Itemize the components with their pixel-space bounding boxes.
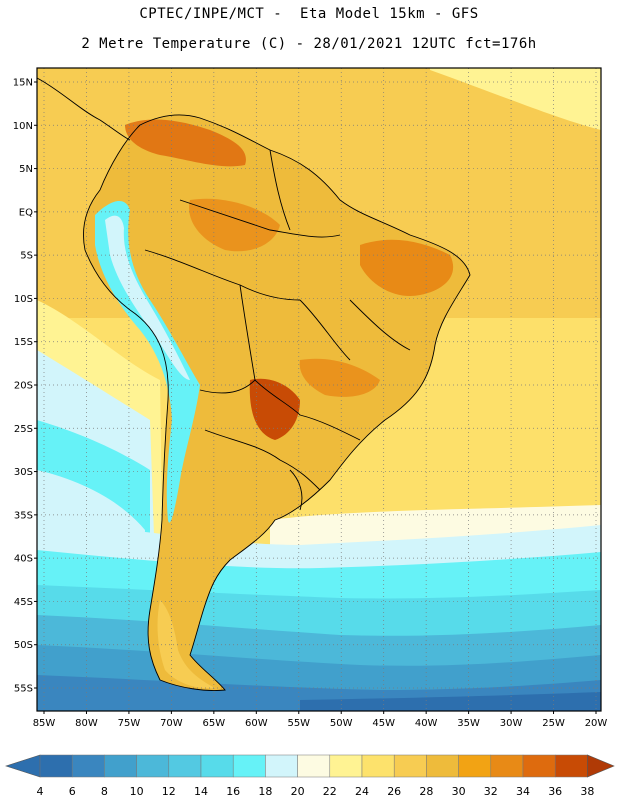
- colorbar-label: 18: [258, 785, 272, 798]
- lon-label: 40W: [415, 718, 438, 729]
- colorbar-swatch: [71, 754, 105, 778]
- colorbar-label: 24: [355, 785, 369, 798]
- colorbar-label: 6: [69, 785, 76, 798]
- lat-label: 20S: [14, 381, 33, 392]
- colorbar-swatch: [329, 754, 363, 778]
- colorbar-label: 34: [516, 785, 530, 798]
- latitude-labels: 15N 10N 5N EQ 5S 10S 15S 20S 25S 30S 35S 40S 45S 50S 5…: [13, 78, 37, 695]
- colorbar-swatch: [490, 754, 524, 778]
- colorbar-swatch: [104, 754, 137, 778]
- lat-label: 10S: [14, 294, 33, 305]
- colorbar-swatch: [232, 754, 266, 778]
- colorbar-label: 16: [226, 785, 240, 798]
- lat-label: 5S: [20, 251, 33, 262]
- colorbar-swatch: [297, 754, 331, 778]
- lon-label: 30W: [500, 718, 523, 729]
- country-borders: [37, 77, 471, 691]
- colorbar-label: 30: [452, 785, 466, 798]
- colorbar-label: 8: [101, 785, 108, 798]
- lon-label: 35W: [457, 718, 480, 729]
- lat-label: EQ: [19, 207, 33, 218]
- map-title: CPTEC/INPE/MCT - Eta Model 15km - GFS: [139, 6, 479, 22]
- lat-label: 50S: [14, 640, 33, 651]
- lon-label: 25W: [542, 718, 565, 729]
- colorbar-swatch: [393, 754, 427, 778]
- map-subtitle: 2 Metre Temperature (C) - 28/01/2021 12U…: [81, 36, 537, 52]
- lon-label: 80W: [75, 718, 98, 729]
- map-frame: [36, 67, 602, 712]
- colorbar-swatch: [200, 754, 234, 778]
- colorbar-swatch: [265, 754, 298, 778]
- lon-label: 45W: [372, 718, 395, 729]
- lat-label: 45S: [14, 597, 33, 608]
- lat-label: 40S: [14, 554, 33, 565]
- lon-label: 75W: [118, 718, 141, 729]
- colorbar-label: 26: [387, 785, 401, 798]
- colorbar-swatch: [522, 754, 556, 778]
- colorbar-label: 32: [484, 785, 498, 798]
- colorbar-swatch: [136, 754, 170, 778]
- lon-label: 20W: [585, 718, 608, 729]
- temperature-field: [37, 68, 601, 711]
- colorbar-swatch: [554, 754, 588, 778]
- lat-label: 55S: [14, 684, 33, 695]
- colorbar-label: 20: [291, 785, 305, 798]
- lat-label: 15N: [13, 78, 33, 89]
- lat-label: 30S: [14, 467, 33, 478]
- longitude-labels: 85W 80W 75W 70W 65W 60W 55W 50W 45W 40W 35W 30W 25W 2…: [33, 711, 608, 729]
- colorbar-label: 12: [162, 785, 176, 798]
- lon-label: 70W: [160, 718, 183, 729]
- lon-label: 65W: [203, 718, 226, 729]
- lat-label: 5N: [19, 164, 33, 175]
- colorbar-swatch: [426, 754, 459, 778]
- colorbar-label: 22: [323, 785, 337, 798]
- lat-label: 35S: [14, 510, 33, 521]
- colorbar-label: 10: [130, 785, 144, 798]
- colorbar-swatch: [39, 754, 73, 778]
- colorbar-swatch: [168, 754, 202, 778]
- lon-label: 50W: [330, 718, 353, 729]
- colorbar-label: 4: [37, 785, 44, 798]
- colorbar-label: 14: [194, 785, 208, 798]
- colorbar-label: 36: [548, 785, 562, 798]
- lat-label: 10N: [13, 121, 33, 132]
- colorbar-swatch: [458, 754, 492, 778]
- lon-label: 85W: [33, 718, 56, 729]
- lon-label: 60W: [245, 718, 268, 729]
- colorbar: 4 6 8 10 12 14 16 18 20 22 24 26 28 30 32 34 36 38: [5, 754, 615, 798]
- lat-label: 25S: [14, 424, 33, 435]
- colorbar-left-arrow: [5, 754, 41, 778]
- lon-label: 55W: [287, 718, 310, 729]
- colorbar-label: 38: [580, 785, 594, 798]
- colorbar-right-arrow: [587, 754, 615, 778]
- lat-label: 15S: [14, 337, 33, 348]
- colorbar-swatch: [361, 754, 395, 778]
- colorbar-label: 28: [419, 785, 433, 798]
